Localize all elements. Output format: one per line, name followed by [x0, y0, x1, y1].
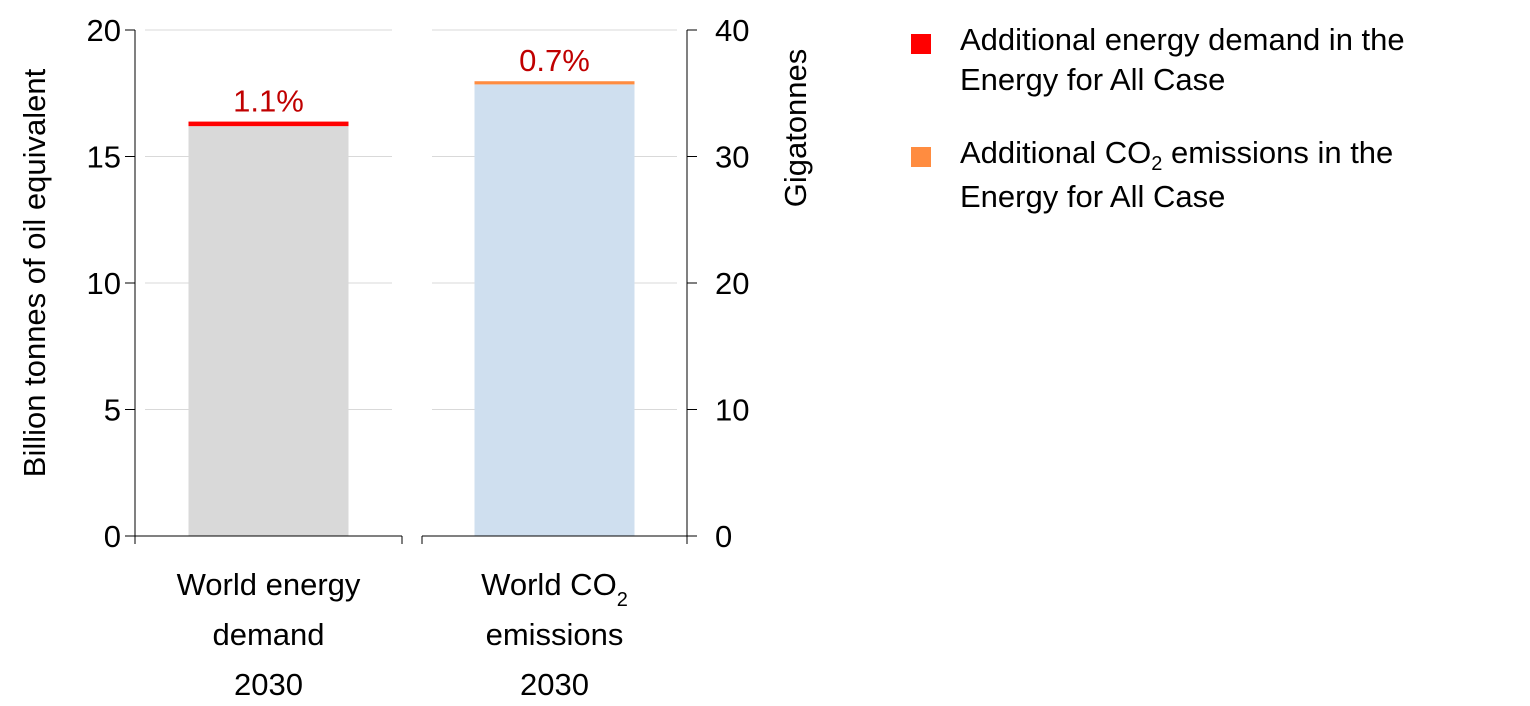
category-label: 2030 [520, 667, 589, 702]
right-axis-title: Gigatonnes [778, 49, 813, 208]
right-tick-label: 30 [715, 140, 749, 175]
category-label: World CO2 [481, 567, 628, 611]
bar-additional [188, 121, 349, 127]
legend-item-co2: Additional CO2 emissions in the Energy f… [905, 133, 1525, 217]
legend-label-energy: Additional energy demand in the Energy f… [960, 22, 1405, 98]
category-label: World energy [177, 567, 361, 602]
left-tick-label: 10 [87, 266, 121, 301]
left-tick-label: 5 [104, 393, 121, 428]
legend-label-co2: Additional CO2 emissions in the Energy f… [960, 134, 1394, 214]
category-label: 2030 [234, 667, 303, 702]
bar-additional [474, 81, 635, 85]
left-axis-title: Billion tonnes of oil equivalent [17, 68, 52, 477]
right-tick-label: 10 [715, 393, 749, 428]
left-tick-label: 0 [104, 519, 121, 554]
left-tick-label: 15 [87, 140, 121, 175]
right-tick-label: 20 [715, 266, 749, 301]
legend: Additional energy demand in the Energy f… [905, 20, 1525, 249]
bar-data-label: 1.1% [233, 84, 304, 119]
legend-item-energy: Additional energy demand in the Energy f… [905, 20, 1525, 101]
bar-data-label: 0.7% [519, 43, 590, 78]
right-tick-label: 0 [715, 519, 732, 554]
legend-swatch-co2 [911, 146, 931, 167]
left-tick-label: 20 [87, 13, 121, 48]
right-tick-label: 40 [715, 13, 749, 48]
category-label: demand [212, 617, 324, 652]
bar-base [188, 126, 349, 536]
category-label: emissions [486, 617, 624, 652]
bar-base [474, 84, 635, 537]
legend-swatch-energy [911, 34, 931, 54]
